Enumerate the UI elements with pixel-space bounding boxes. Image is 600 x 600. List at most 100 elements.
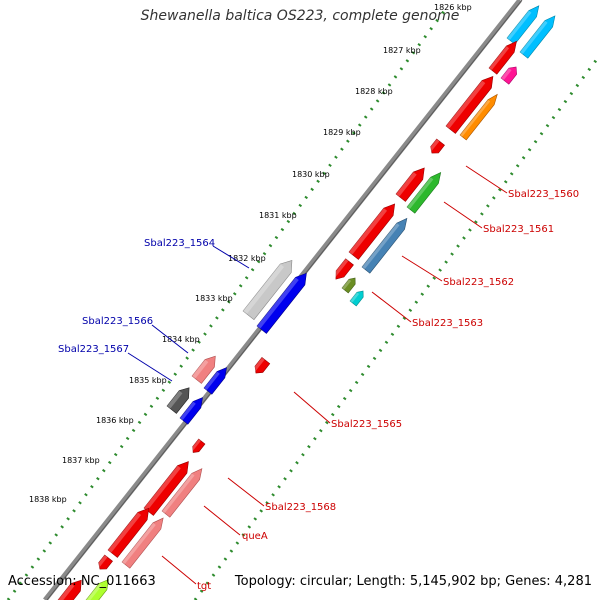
topology-text: Topology: circular; Length: 5,145,902 bp… bbox=[234, 574, 592, 589]
tick-ring-inner bbox=[193, 54, 600, 600]
gene-olive-1-shine bbox=[342, 279, 352, 290]
gene-steelblue-1-shine bbox=[362, 223, 400, 270]
gene-green-1-body bbox=[406, 171, 442, 214]
gene-label[interactable]: Sbal223_1564 bbox=[144, 238, 215, 249]
gene-red-6[interactable] bbox=[332, 258, 354, 280]
gene-label[interactable]: tgt bbox=[197, 581, 211, 592]
gene-salmon-2[interactable] bbox=[161, 468, 203, 518]
gene-darkgrey-1[interactable] bbox=[166, 387, 190, 414]
gene-cyan-top-2-shine bbox=[520, 20, 548, 55]
gene-red-2-body bbox=[445, 75, 494, 134]
gene-blue-2[interactable] bbox=[203, 367, 227, 395]
gene-red-11[interactable] bbox=[96, 554, 113, 570]
gene-red-5-shine bbox=[349, 208, 388, 255]
gene-red-8-body bbox=[192, 438, 206, 453]
gene-steelblue-1[interactable] bbox=[361, 217, 408, 274]
gene-red-9-body bbox=[143, 461, 189, 516]
gene-red-10-shine bbox=[108, 512, 142, 553]
gene-blue-3[interactable] bbox=[179, 397, 203, 425]
gene-label[interactable]: queA bbox=[242, 531, 268, 542]
gene-label[interactable]: Sbal223_1562 bbox=[443, 277, 514, 288]
gene-label[interactable]: Sbal223_1565 bbox=[331, 419, 402, 430]
gene-label[interactable]: Sbal223_1561 bbox=[483, 224, 554, 235]
gene-pink-1-shine bbox=[501, 68, 512, 81]
gene-leader-line bbox=[151, 324, 189, 354]
gene-lime-1-shine bbox=[86, 583, 102, 600]
gene-darkgrey-1-shine bbox=[167, 390, 183, 409]
tick-label: 1830 kbp bbox=[292, 170, 330, 179]
gene-green-1-shine bbox=[407, 177, 434, 210]
tick-label: 1827 kbp bbox=[383, 46, 421, 55]
gene-salmon-2-shine bbox=[162, 473, 195, 514]
gene-red-6-shine bbox=[332, 258, 349, 279]
map-title: Shewanella baltica OS223, complete genom… bbox=[140, 8, 460, 24]
gene-red-8[interactable] bbox=[190, 438, 206, 453]
gene-red-4-shine bbox=[396, 172, 417, 197]
gene-red-2-shine bbox=[446, 80, 486, 129]
gene-darkcyan-1-body bbox=[349, 290, 364, 307]
gene-steelblue-1-body bbox=[361, 217, 408, 274]
tick-label: 1832 kbp bbox=[228, 254, 266, 263]
gene-olive-1[interactable] bbox=[341, 277, 356, 294]
gene-salmon-2-body bbox=[161, 468, 203, 518]
gene-salmon-1-body bbox=[191, 355, 216, 384]
gene-red-11-shine bbox=[96, 555, 108, 569]
gene-leader-line bbox=[161, 555, 197, 585]
gene-red-11-body bbox=[98, 554, 113, 570]
gene-salmon-3-body bbox=[121, 517, 164, 569]
gene-red-3-body bbox=[430, 138, 445, 154]
gene-blue-1[interactable] bbox=[256, 272, 307, 334]
tick-label: 1838 kbp bbox=[29, 495, 67, 504]
gene-red-9[interactable] bbox=[143, 461, 189, 516]
gene-layer bbox=[57, 5, 556, 600]
gene-orange-1[interactable] bbox=[459, 93, 498, 141]
gene-red-3-shine bbox=[428, 139, 440, 153]
gene-cyan-top-2[interactable] bbox=[519, 15, 556, 59]
gene-orange-1-body bbox=[459, 93, 498, 141]
gene-leader-line bbox=[227, 477, 265, 507]
gene-blue-3-body bbox=[179, 397, 203, 425]
gene-red-10-body bbox=[107, 507, 150, 558]
gene-red-10[interactable] bbox=[107, 507, 150, 558]
gene-salmon-3[interactable] bbox=[121, 517, 164, 569]
tick-label: 1829 kbp bbox=[323, 128, 361, 137]
gene-label[interactable]: Sbal223_1568 bbox=[265, 502, 336, 513]
gene-leader-line bbox=[293, 391, 331, 424]
gene-red-1-shine bbox=[489, 46, 510, 71]
gene-red-7[interactable] bbox=[252, 357, 271, 374]
gene-darkgrey-1-body bbox=[166, 387, 190, 414]
gene-grey-1[interactable] bbox=[242, 260, 293, 321]
gene-grey-1-shine bbox=[243, 263, 285, 315]
gene-darkcyan-1[interactable] bbox=[349, 290, 364, 307]
tick-label: 1834 kbp bbox=[162, 335, 200, 344]
gene-orange-1-shine bbox=[460, 99, 491, 137]
leader-layer bbox=[127, 165, 508, 585]
gene-red-4[interactable] bbox=[395, 167, 425, 202]
gene-label[interactable]: Sbal223_1566 bbox=[82, 316, 153, 327]
gene-pink-1[interactable] bbox=[500, 66, 517, 85]
gene-red-8-shine bbox=[190, 439, 201, 452]
gene-red-4-body bbox=[395, 167, 425, 202]
gene-red-12[interactable] bbox=[57, 579, 82, 600]
gene-grey-1-body bbox=[242, 260, 293, 321]
gene-label[interactable]: Sbal223_1563 bbox=[412, 318, 483, 329]
gene-red-3[interactable] bbox=[428, 138, 445, 154]
gene-red-1[interactable] bbox=[488, 40, 517, 75]
gene-salmon-1[interactable] bbox=[191, 355, 216, 384]
tick-label: 1828 kbp bbox=[355, 87, 393, 96]
gene-leader-line bbox=[127, 352, 173, 382]
gene-red-5[interactable] bbox=[348, 203, 396, 260]
gene-blue-3-shine bbox=[180, 401, 196, 421]
gene-red-2[interactable] bbox=[445, 75, 494, 134]
tick-label: 1833 kbp bbox=[195, 294, 233, 303]
gene-label[interactable]: Sbal223_1567 bbox=[58, 344, 129, 355]
gene-red-1-body bbox=[488, 40, 517, 75]
gene-lime-1[interactable] bbox=[85, 579, 109, 600]
gene-blue-2-shine bbox=[204, 371, 220, 391]
gene-green-1[interactable] bbox=[406, 171, 442, 214]
gene-leader-line bbox=[212, 245, 250, 269]
gene-label[interactable]: Sbal223_1560 bbox=[508, 189, 579, 200]
gene-red-7-body bbox=[254, 357, 271, 374]
gene-red-9-shine bbox=[144, 465, 181, 511]
